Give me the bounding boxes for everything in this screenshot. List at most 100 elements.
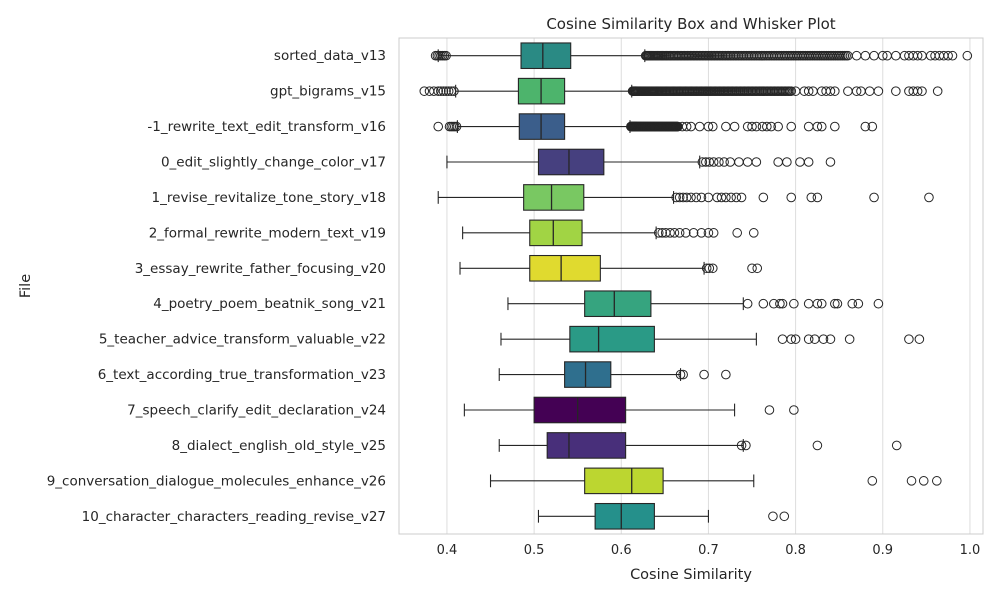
outlier-point	[803, 157, 814, 167]
iqr-box	[594, 502, 655, 530]
outlier-point	[825, 86, 836, 96]
outlier-point	[912, 50, 923, 61]
x-tick-label: 0.5	[524, 543, 545, 558]
box-group	[456, 113, 631, 140]
outlier-point	[873, 298, 884, 309]
y-tick-label: 1_revise_revitalize_tone_story_v18	[152, 190, 386, 206]
outlier-point	[436, 86, 446, 96]
outlier-point	[704, 263, 715, 274]
outlier-point	[779, 511, 790, 522]
outlier-point	[671, 192, 681, 203]
outlier-point	[775, 298, 785, 309]
outlier-group	[433, 121, 878, 132]
outlier-point	[681, 121, 692, 132]
x-tick-label: 0.6	[611, 543, 632, 558]
outlier-point	[729, 121, 740, 132]
iqr-box	[537, 148, 605, 176]
iqr-box	[564, 361, 612, 388]
y-tick-label: 0_edit_slightly_change_color_v17	[161, 155, 386, 171]
outlier-point	[904, 334, 914, 344]
outlier-group	[653, 228, 759, 238]
outlier-point	[696, 228, 707, 238]
outlier-point	[786, 86, 797, 96]
outlier-point	[688, 228, 699, 238]
outlier-point	[441, 50, 451, 61]
outlier-point	[812, 298, 823, 309]
iqr-box	[523, 184, 585, 211]
outlier-point	[766, 121, 776, 132]
outlier-point	[891, 86, 901, 96]
outlier-point	[869, 192, 879, 203]
outlier-point	[657, 228, 668, 238]
y-tick-labels: sorted_data_v13 gpt_bigrams_v15 -1_rewrite…	[47, 48, 386, 525]
outlier-point	[847, 298, 858, 309]
outlier-group	[736, 440, 902, 451]
outlier-point	[747, 121, 757, 132]
box-group	[489, 467, 755, 495]
outlier-group	[430, 50, 973, 61]
outlier-point	[433, 121, 444, 132]
outlier-point	[678, 369, 688, 380]
outlier-point	[932, 86, 943, 96]
outlier-point	[812, 192, 823, 203]
box-group	[446, 148, 701, 176]
outlier-point	[433, 86, 444, 96]
outlier-point	[867, 476, 878, 486]
y-tick-label: sorted_data_v13	[274, 48, 386, 64]
y-axis-title: File	[18, 274, 34, 298]
outlier-point	[438, 86, 449, 96]
x-axis-title: Cosine Similarity	[630, 567, 752, 583]
y-tick-label: 9_conversation_dialogue_molecules_enhanc…	[47, 473, 386, 489]
chart-title: Cosine Similarity Box and Whisker Plot	[546, 15, 835, 33]
outlier-point	[747, 263, 757, 274]
outlier-point	[653, 228, 664, 238]
outlier-point	[786, 192, 797, 203]
outlier-point	[707, 263, 718, 274]
outlier-point	[786, 334, 797, 344]
outlier-point	[721, 192, 731, 203]
x-tick-label: 0.8	[785, 543, 806, 558]
outlier-point	[806, 192, 817, 203]
outlier-point	[674, 228, 685, 238]
outlier-point	[665, 228, 675, 238]
outlier-point	[443, 86, 454, 96]
outlier-layer	[419, 50, 973, 522]
outlier-point	[877, 50, 888, 61]
outlier-point	[701, 263, 712, 274]
outlier-point	[764, 405, 775, 415]
box-group	[463, 396, 736, 424]
outlier-point	[912, 86, 923, 96]
y-tick-label: 3_essay_rewrite_father_focusing_v20	[135, 261, 386, 277]
outlier-point	[860, 121, 871, 132]
outlier-point	[681, 192, 692, 203]
y-tick-label: 10_character_characters_reading_revise_v…	[82, 509, 386, 525]
iqr-box	[569, 325, 655, 353]
outlier-point	[777, 298, 788, 309]
outlier-point	[741, 440, 751, 451]
outlier-point	[726, 192, 736, 203]
x-tick-label: 1.0	[960, 543, 981, 558]
outlier-point	[867, 121, 878, 132]
outlier-point	[789, 298, 799, 309]
outlier-point	[962, 50, 973, 61]
outlier-point	[803, 86, 814, 96]
outlier-group	[419, 86, 943, 96]
outlier-point	[758, 298, 769, 309]
outlier-group	[867, 476, 942, 486]
outlier-point	[851, 86, 862, 96]
outlier-point	[732, 228, 742, 238]
iqr-box	[584, 467, 664, 495]
y-tick-label: 8_dialect_english_old_style_v25	[172, 438, 386, 454]
outlier-point	[721, 369, 731, 380]
outlier-point	[686, 192, 696, 203]
outlier-point	[891, 440, 902, 451]
outlier-point	[675, 369, 686, 380]
outlier-point	[699, 369, 709, 380]
x-tick-label: 0.9	[872, 543, 893, 558]
outlier-point	[752, 263, 763, 274]
outlier-point	[782, 157, 792, 167]
x-tick-label: 0.7	[698, 543, 719, 558]
outlier-point	[832, 298, 843, 309]
